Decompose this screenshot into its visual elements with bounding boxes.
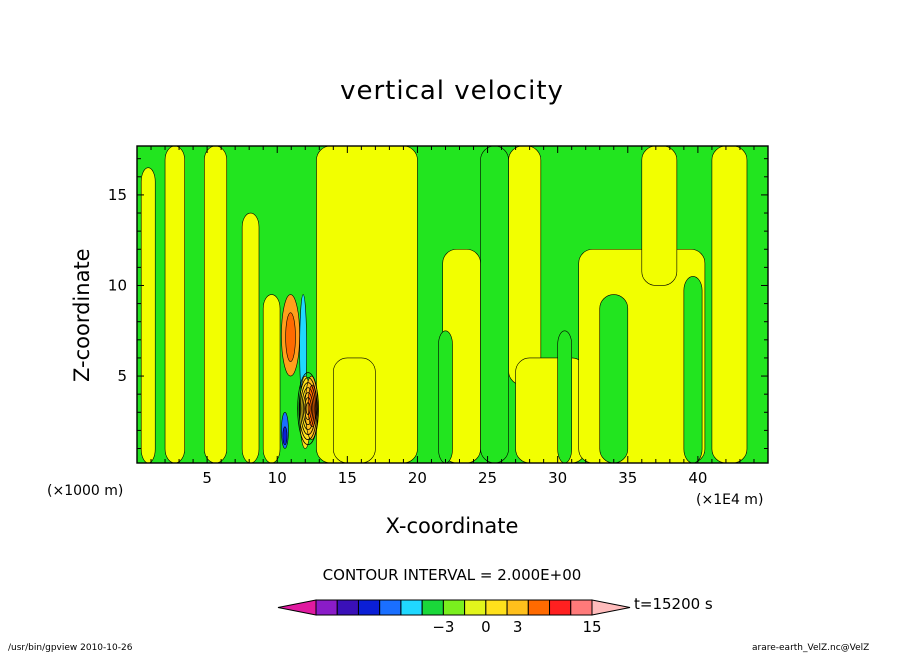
contour-band-4 (262, 294, 281, 464)
axes: 5 10 15 20 25 30 35 40 5 10 15 (108, 145, 769, 487)
core-contour-1 (304, 397, 312, 421)
y-tick-label: 10 (108, 276, 127, 294)
colorbar-level-6 (421, 599, 444, 616)
contour-band-14 (683, 276, 703, 464)
x-tick-label: 5 (202, 469, 212, 487)
x-tick-label: 20 (408, 469, 427, 487)
colorbar-level-4 (379, 599, 402, 616)
core-contour-5 (298, 377, 318, 441)
colorbar-max-arrow (591, 599, 631, 616)
core-contour-6 (297, 372, 319, 446)
x-axis-label: X-coordinate (385, 514, 519, 538)
x-tick-label: 15 (338, 469, 357, 487)
x-tick-label: 25 (478, 469, 497, 487)
colorbar-level-10 (506, 599, 529, 616)
x-tick-label: 35 (618, 469, 637, 487)
footer-program-date: /usr/bin/gpview 2010-10-26 (8, 643, 133, 653)
convective-cell-1 (285, 312, 296, 362)
core-contour-0 (305, 402, 311, 416)
core-contour-2 (302, 392, 314, 426)
contour-band-17 (480, 145, 509, 464)
footer-file-variable: arare-earth_VelZ.nc@VelZ (752, 643, 870, 653)
colorbar-level-11 (527, 599, 551, 616)
y-tick-label: 15 (108, 186, 127, 204)
contour-band-9 (515, 357, 587, 464)
colorbar-level-1 (315, 599, 338, 616)
contour-interval-label: CONTOUR INTERVAL = 2.000E+00 (322, 566, 582, 584)
y-axis-label: Z-coordinate (70, 248, 94, 382)
x-tick-label: 30 (548, 469, 567, 487)
contour-band-8 (508, 145, 542, 386)
colorbar-level-5 (400, 599, 423, 616)
colorbar-label: −3 (432, 618, 454, 636)
contour-band-12 (711, 145, 748, 464)
x-unit-note: (×1000 m) (47, 483, 124, 499)
colorbar-level-8 (464, 599, 487, 616)
colorbar-label: 3 (513, 618, 523, 636)
colorbar-level-12 (549, 599, 572, 616)
plot-area (137, 145, 768, 464)
contour-band-6 (333, 357, 376, 464)
core-contour-3 (301, 387, 315, 431)
plot-frame (136, 145, 769, 464)
chart-title: vertical velocity (340, 76, 564, 106)
colorbar-level-13 (570, 599, 593, 616)
contour-band-11 (641, 145, 678, 286)
x-tick-label: 10 (268, 469, 287, 487)
x-scale-note: (×1E4 m) (696, 492, 764, 508)
colorbar-level-3 (357, 599, 381, 616)
convective-cell-3 (282, 426, 288, 446)
colorbar-level-2 (336, 599, 359, 616)
contour-band-13 (599, 294, 629, 464)
colorbar-min-arrow (277, 599, 317, 616)
y-tick-label: 5 (117, 367, 127, 385)
colorbar-level-7 (442, 599, 466, 616)
core-contour-4 (300, 382, 317, 436)
contour-band-3 (241, 212, 260, 464)
colorbar-label: 15 (582, 618, 601, 636)
colorbar: −3 0 3 15 (277, 599, 631, 636)
x-tick-label: 40 (688, 469, 707, 487)
contour-band-2 (204, 145, 228, 464)
contour-band-0 (140, 167, 156, 464)
contour-band-1 (164, 145, 185, 464)
time-label: t=15200 s (634, 595, 713, 613)
contour-band-16 (438, 330, 453, 464)
colorbar-label: 0 (481, 618, 491, 636)
contour-band-15 (557, 330, 572, 464)
colorbar-level-9 (485, 599, 508, 616)
